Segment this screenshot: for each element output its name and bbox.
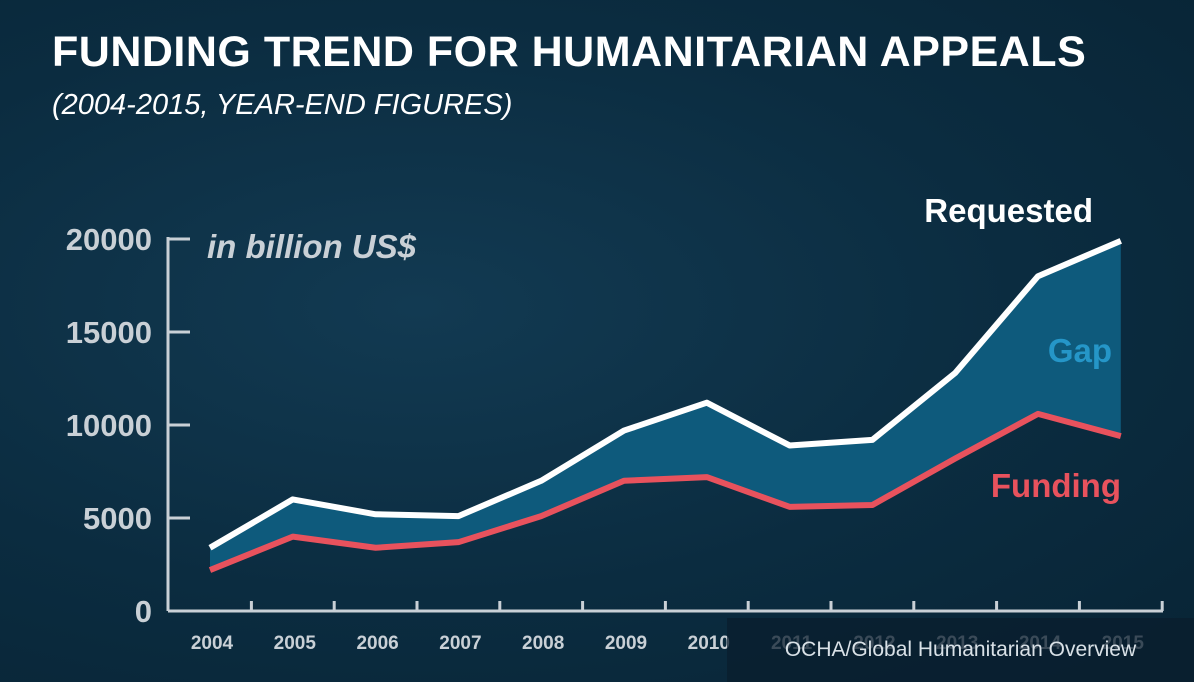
x-tick-label: 2009 (605, 633, 647, 654)
chart-subtitle: (2004-2015, YEAR-END FIGURES) (52, 89, 513, 121)
y-tick-label: 0 (135, 594, 152, 629)
gap-label: Gap (1048, 332, 1112, 369)
x-tick-label: 2007 (439, 633, 481, 654)
credit-caption: OCHA/Global Humanitarian Overview (727, 618, 1194, 682)
requested-line (208, 238, 1122, 551)
y-tick-label: 5000 (83, 501, 152, 536)
y-ticks: 0 5000 10000 15000 20000 (66, 222, 190, 629)
gap-area (210, 240, 1121, 571)
x-tick-label: 2008 (522, 633, 564, 654)
funding-series-label: Funding (991, 467, 1121, 504)
funding-line (208, 410, 1122, 573)
x-tick-label: 2004 (191, 633, 234, 654)
y-tick-label: 15000 (66, 315, 152, 350)
x-tick-label: 2010 (688, 633, 730, 654)
y-tick-label: 10000 (66, 408, 152, 443)
x-tick-label: 2005 (274, 633, 317, 654)
y-tick-label: 20000 (66, 222, 152, 257)
requested-series-label: Requested (924, 192, 1093, 229)
x-tick-label: 2006 (356, 633, 398, 654)
chart-title: FUNDING TREND FOR HUMANITARIAN APPEALS (52, 28, 1087, 76)
unit-label: in billion US$ (207, 228, 417, 265)
